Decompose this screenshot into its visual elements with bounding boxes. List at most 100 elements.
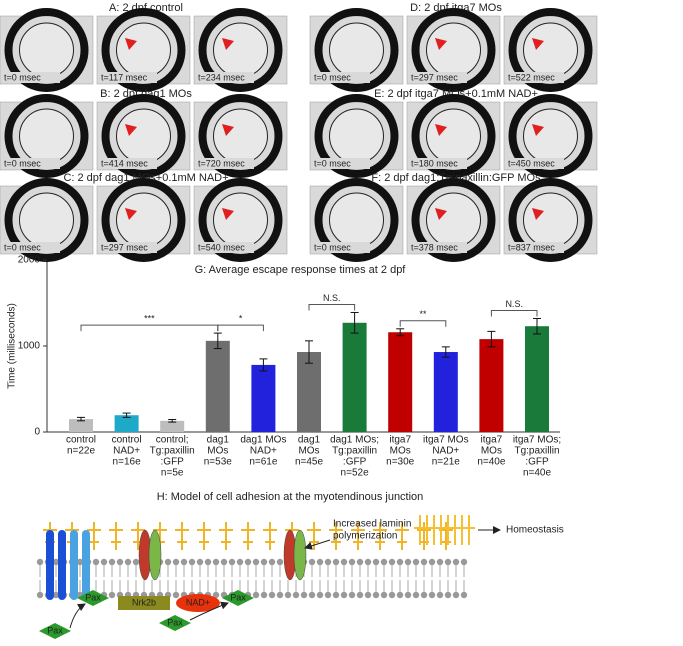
sig-bracket [80,324,219,332]
arrowhead [435,124,447,136]
lipid-head [332,591,340,599]
dish-ring [101,178,186,262]
model-label: Pax [167,617,183,627]
pax-diamond [159,615,191,631]
time-label: t=0 msec [314,158,351,168]
dish-ring [101,8,186,92]
lipid-head [164,558,172,566]
lipid-head [100,558,108,566]
sig-bracket [399,320,447,327]
laminin [329,522,343,550]
bar [69,419,93,432]
time-bg [196,72,254,83]
laminin [219,522,233,550]
x-tick-label: Tg:paxillin [332,446,377,457]
lipid-head [340,558,348,566]
lipid-head [404,591,412,599]
dish-inner [116,108,171,164]
x-tick-label: itga7 [389,435,411,446]
dish-ring [198,94,283,178]
lipid-head [316,591,324,599]
time-label: t=414 msec [101,158,148,168]
lipid-head [284,591,292,599]
arrowhead [435,38,447,50]
n-label: n=16e [113,457,142,468]
dish-inner [329,192,384,248]
lipid-head [212,591,220,599]
lipid-head [52,591,60,599]
time-label: t=0 msec [314,72,351,82]
arrowhead [125,208,137,220]
laminin [241,522,255,550]
lipid-head [276,558,284,566]
lipid-head [252,558,260,566]
lipid-head [356,591,364,599]
sig-label: ** [419,309,427,319]
integrin [293,529,307,581]
model-label: Pax [85,592,101,602]
time-bg [312,72,370,83]
receptor [70,530,78,600]
time-label: t=0 msec [4,242,41,252]
dish-ring [314,94,399,178]
lipid-head [292,591,300,599]
dish-ring [4,94,89,178]
laminin [197,522,211,550]
lipid-head [396,558,404,566]
x-tick-label: itga7 MOs [423,435,469,446]
time-bg [99,158,157,169]
lipid-head [356,558,364,566]
arrowhead [222,124,234,136]
n-label: n=40e [477,457,506,468]
lipid-head [116,558,124,566]
laminin [373,522,387,550]
receptor [82,530,90,600]
model-label: NAD+ [186,597,210,607]
dish-ring [4,8,89,92]
lipid-head [52,558,60,566]
n-label: n=45e [295,457,324,468]
sig-label: * [239,313,243,323]
time-label: t=450 msec [508,158,555,168]
receptor [46,530,54,600]
lipid-head [244,558,252,566]
sig-label: *** [144,313,155,323]
arrowhead [532,124,544,136]
n-label: n=22e [67,446,96,457]
laminin [175,522,189,550]
dish-ring [198,178,283,262]
bar [114,415,139,432]
time-label: t=180 msec [411,158,458,168]
x-tick-label: MOs [390,446,411,457]
lipid-head [188,558,196,566]
arrow [69,603,86,629]
y-tick-label: 1000 [18,341,41,352]
bar [205,340,230,432]
lipid-head [444,558,452,566]
sig-bracket [308,303,356,311]
dish-ring [411,94,496,178]
bar [342,322,367,432]
pax-diamond [77,590,109,606]
time-bg [409,158,467,169]
dish-ring [411,8,496,92]
n-label: n=61e [249,457,278,468]
pax-diamond [39,623,71,639]
laminin [263,522,277,550]
time-label: t=0 msec [314,242,351,252]
n-label: n=53e [204,457,233,468]
lipid-head [276,591,284,599]
n-label: n=52e [341,468,370,479]
lipid-head [172,591,180,599]
lipid-head [252,591,260,599]
time-label: t=0 msec [4,158,41,168]
time-label: t=540 msec [198,242,245,252]
lipid-head [452,558,460,566]
receptor [58,530,66,600]
lipid-head [348,591,356,599]
time-bg [196,158,254,169]
panel-title: A: 2 dpf control [109,2,183,14]
pax-diamond [222,590,254,606]
arrowhead [125,124,137,136]
